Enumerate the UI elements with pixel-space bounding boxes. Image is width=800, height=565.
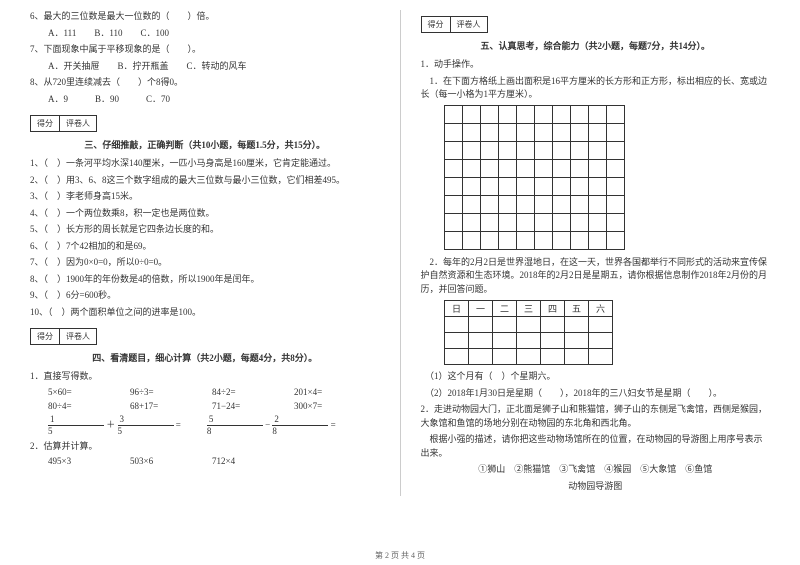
calc-row-2: 80÷4= 68+17= 71−24= 300×7=	[30, 401, 380, 411]
c8: 300×7=	[294, 401, 350, 411]
s5-q1: （1）这个月有（ ）个星期六。	[421, 370, 771, 384]
j4: 4、（ ）一个两位数乘8，积一定也是两位数。	[30, 207, 380, 221]
j5: 5、（ ）长方形的周长就是它四条边长度的和。	[30, 223, 380, 237]
grader-label: 评卷人	[60, 329, 96, 344]
s5-q2: （2）2018年1月30日是星期（ ），2018年的三八妇女节是星期（ ）。	[421, 387, 771, 401]
calc-p1: 1．直接写得数。	[30, 370, 380, 384]
s5-p3a: 根据小强的描述，请你把这些动物场馆所在的位置，在动物园的导游图上用序号表示出来。	[421, 433, 771, 460]
zoo-map-title: 动物园导游图	[421, 480, 771, 494]
j7: 7、（ ）因为0×0=0，所以0÷0=0。	[30, 256, 380, 270]
score-box-4: 得分 评卷人	[30, 328, 97, 345]
c3: 84÷2=	[212, 387, 268, 397]
s5-p1: 1．动手操作。	[421, 58, 771, 72]
q6-stem: 6、最大的三位数是最大一位数的（ ）倍。	[30, 10, 380, 24]
c2: 96÷3=	[130, 387, 186, 397]
c4: 201×4=	[294, 387, 350, 397]
right-column: 得分 评卷人 五、认真思考，综合能力（共2小题，每题7分，共14分）。 1．动手…	[421, 10, 771, 496]
left-column: 6、最大的三位数是最大一位数的（ ）倍。 A．111 B．110 C．100 7…	[30, 10, 380, 496]
section-4-title: 四、看清题目，细心计算（共2小题，每题4分，共8分）。	[30, 351, 380, 364]
calc-row-frac: 15 ＋ 35 = 58 − 28 =	[30, 415, 380, 436]
calc-row-1: 5×60= 96÷3= 84÷2= 201×4=	[30, 387, 380, 397]
score-box-3: 得分 评卷人	[30, 115, 97, 132]
j3: 3、（ ）李老师身高15米。	[30, 190, 380, 204]
section-5-title: 五、认真思考，综合能力（共2小题，每题7分，共14分）。	[421, 39, 771, 52]
c5: 80÷4=	[48, 401, 104, 411]
j2: 2、（ ）用3、6、8这三个数字组成的最大三位数与最小三位数，它们相差495。	[30, 174, 380, 188]
e3: 712×4	[212, 456, 268, 466]
s5-p2: 2．每年的2月2日是世界湿地日，在这一天，世界各国都举行不同形式的活动来宣传保护…	[421, 256, 771, 297]
e2: 503×6	[130, 456, 186, 466]
score-box-5: 得分 评卷人	[421, 16, 488, 33]
q8-opts: A．9 B．90 C．70	[30, 93, 380, 107]
j9: 9、（ ）6分=600秒。	[30, 289, 380, 303]
score-label: 得分	[422, 17, 451, 32]
q7-opts: A．开关抽屉 B．拧开瓶盖 C．转动的风车	[30, 60, 380, 74]
j8: 8、（ ）1900年的年份数是4的倍数，所以1900年是闰年。	[30, 273, 380, 287]
calc-row-3: 495×3 503×6 712×4	[30, 456, 380, 466]
zoo-legend: ①狮山 ②熊猫馆 ③飞禽馆 ④猴园 ⑤大象馆 ⑥鱼馆	[421, 463, 771, 477]
area-grid	[445, 106, 771, 250]
section-3-title: 三、仔细推敲，正确判断（共10小题，每题1.5分，共15分）。	[30, 138, 380, 151]
column-divider	[400, 10, 401, 496]
j10: 10、（ ）两个面积单位之间的进率是100。	[30, 306, 380, 320]
judge-list: 1、（ ）一条河平均水深140厘米，一匹小马身高是160厘米，它肯定能通过。 2…	[30, 157, 380, 319]
c7: 71−24=	[212, 401, 268, 411]
s5-p1a: 1．在下面方格纸上画出面积是16平方厘米的长方形和正方形，标出相应的长、宽或边长…	[421, 75, 771, 102]
grader-label: 评卷人	[451, 17, 487, 32]
q6-opts: A．111 B．110 C．100	[30, 27, 380, 41]
page-footer: 第 2 页 共 4 页	[0, 550, 800, 561]
score-label: 得分	[31, 116, 60, 131]
frac-1: 15 ＋ 35 =	[48, 415, 181, 436]
j6: 6、（ ）7个42相加的和是69。	[30, 240, 380, 254]
calendar-grid: 日一二三四五六	[445, 300, 771, 364]
frac-2: 58 − 28 =	[207, 415, 336, 436]
score-label: 得分	[31, 329, 60, 344]
c1: 5×60=	[48, 387, 104, 397]
j1: 1、（ ）一条河平均水深140厘米，一匹小马身高是160厘米，它肯定能通过。	[30, 157, 380, 171]
s5-p3: 2．走进动物园大门，正北面是狮子山和熊猫馆，狮子山的东侧是飞禽馆，西侧是猴园，大…	[421, 403, 771, 430]
grader-label: 评卷人	[60, 116, 96, 131]
q8-stem: 8、从720里连续减去（ ）个8得0。	[30, 76, 380, 90]
q7-stem: 7、下面现象中属于平移现象的是（ ）。	[30, 43, 380, 57]
c6: 68+17=	[130, 401, 186, 411]
calc-p2: 2．估算并计算。	[30, 440, 380, 454]
e1: 495×3	[48, 456, 104, 466]
